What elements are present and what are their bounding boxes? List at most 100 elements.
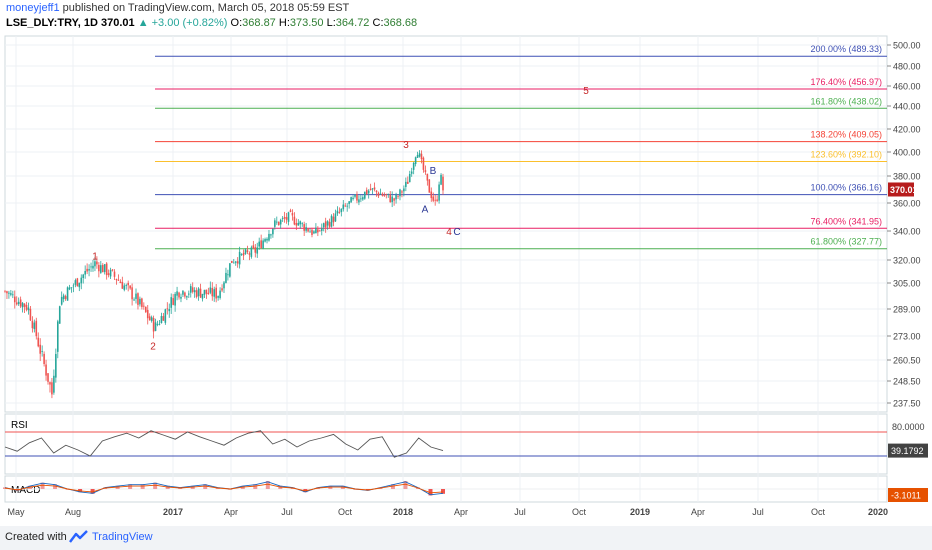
elliott-wave-labels: 1 2 3 5 4 C A B [92,86,589,353]
axes: 500.00480.00460.00440.00420.00400.00380.… [7,41,928,517]
candle-body [160,316,163,324]
candle-body [148,316,151,321]
rsi-title: RSI [11,420,28,431]
candle-body [191,287,194,292]
candle-body [428,179,431,193]
candle-body [229,263,231,277]
candle-body [440,174,442,185]
candle-body [365,189,368,195]
candle-body [274,220,276,227]
candle-body [356,194,358,201]
candle-body [287,212,290,222]
rsi-value-marker [888,443,928,458]
y-tick-label: 420.00 [893,125,921,135]
candle-body [407,181,409,184]
y-tick-label: 305.00 [893,279,921,289]
candle-body [232,262,235,264]
price-candles [4,150,444,399]
candle-body [231,260,233,263]
candle-body [301,223,304,225]
candle-body [377,192,380,197]
x-tick-label: Apr [224,507,238,517]
candle-body [291,212,294,216]
candle-body [381,193,384,196]
candle-body [76,278,79,287]
candle-body [412,162,415,170]
y-tick-label: 460.00 [893,82,921,92]
macd-histogram-bar [40,482,45,489]
y-tick-label: 248.50 [893,377,921,387]
fib-level-label: 123.60% (392.10) [810,149,882,159]
footer-bar: Created with TradingView [0,526,932,550]
x-tick-label: 2017 [163,507,183,517]
candle-body [90,266,92,268]
candle-body [270,234,272,236]
candle-body [317,229,319,233]
candle-body [88,269,90,271]
x-tick-label: May [7,507,25,517]
macd-histogram-bar [153,482,158,489]
candle-body [131,287,133,300]
candle-body [39,344,41,354]
candle-body [371,188,374,190]
candle-body [399,189,401,197]
candle-body [154,322,157,331]
candle-body [137,293,139,305]
candle-body [94,261,96,267]
candle-body [211,287,214,297]
wave-label-1: 1 [92,252,98,263]
candle-body [297,222,300,226]
candle-body [178,292,180,298]
candle-body [350,197,352,203]
candle-body [27,307,30,311]
fib-level-label: 200.00% (489.33) [810,44,882,54]
candle-body [215,287,217,299]
candle-body [6,291,8,294]
author-link[interactable]: moneyjeff1 [6,2,60,14]
candle-body [49,382,51,385]
candle-body [328,221,331,227]
candle-body [84,270,86,275]
candle-body [348,201,350,204]
candle-body [60,296,63,305]
candle-body [139,298,141,305]
candle-body [340,208,343,213]
candle-body [260,240,262,249]
candle-body [387,193,390,195]
candle-body [344,205,347,207]
macd-histogram-bar [403,481,408,489]
candle-body [182,290,184,295]
candle-body [127,282,129,286]
y-tick-label: 480.00 [893,62,921,72]
candle-body [367,190,370,194]
candle-body [293,216,296,225]
candle-body [373,187,376,190]
macd-panel: MACD [3,481,887,496]
grid [4,35,888,503]
wave-label-2: 2 [150,342,156,353]
candle-body [264,239,266,242]
tradingview-logo-icon[interactable] [69,530,89,544]
candle-body [275,221,278,223]
candle-body [307,228,309,232]
fib-level-label: 76.400% (341.95) [810,216,882,226]
macd-signal-line [4,483,444,494]
candle-body [391,196,393,203]
candle-body [311,229,313,235]
candle-body [242,252,245,256]
candle-body [129,285,131,289]
candle-body [326,221,329,226]
candle-body [45,364,47,376]
candle-body [64,296,67,299]
candle-body [203,289,206,295]
candle-body [369,188,372,191]
candle-body [72,285,75,287]
tradingview-brand-link[interactable]: TradingView [92,531,153,543]
rsi-panel: RSI [4,420,887,458]
x-tick-label: 2019 [630,507,650,517]
x-tick-label: 2020 [868,507,888,517]
candle-body [31,320,34,329]
candle-body [324,221,327,228]
y-tick-label: 500.00 [893,41,921,51]
